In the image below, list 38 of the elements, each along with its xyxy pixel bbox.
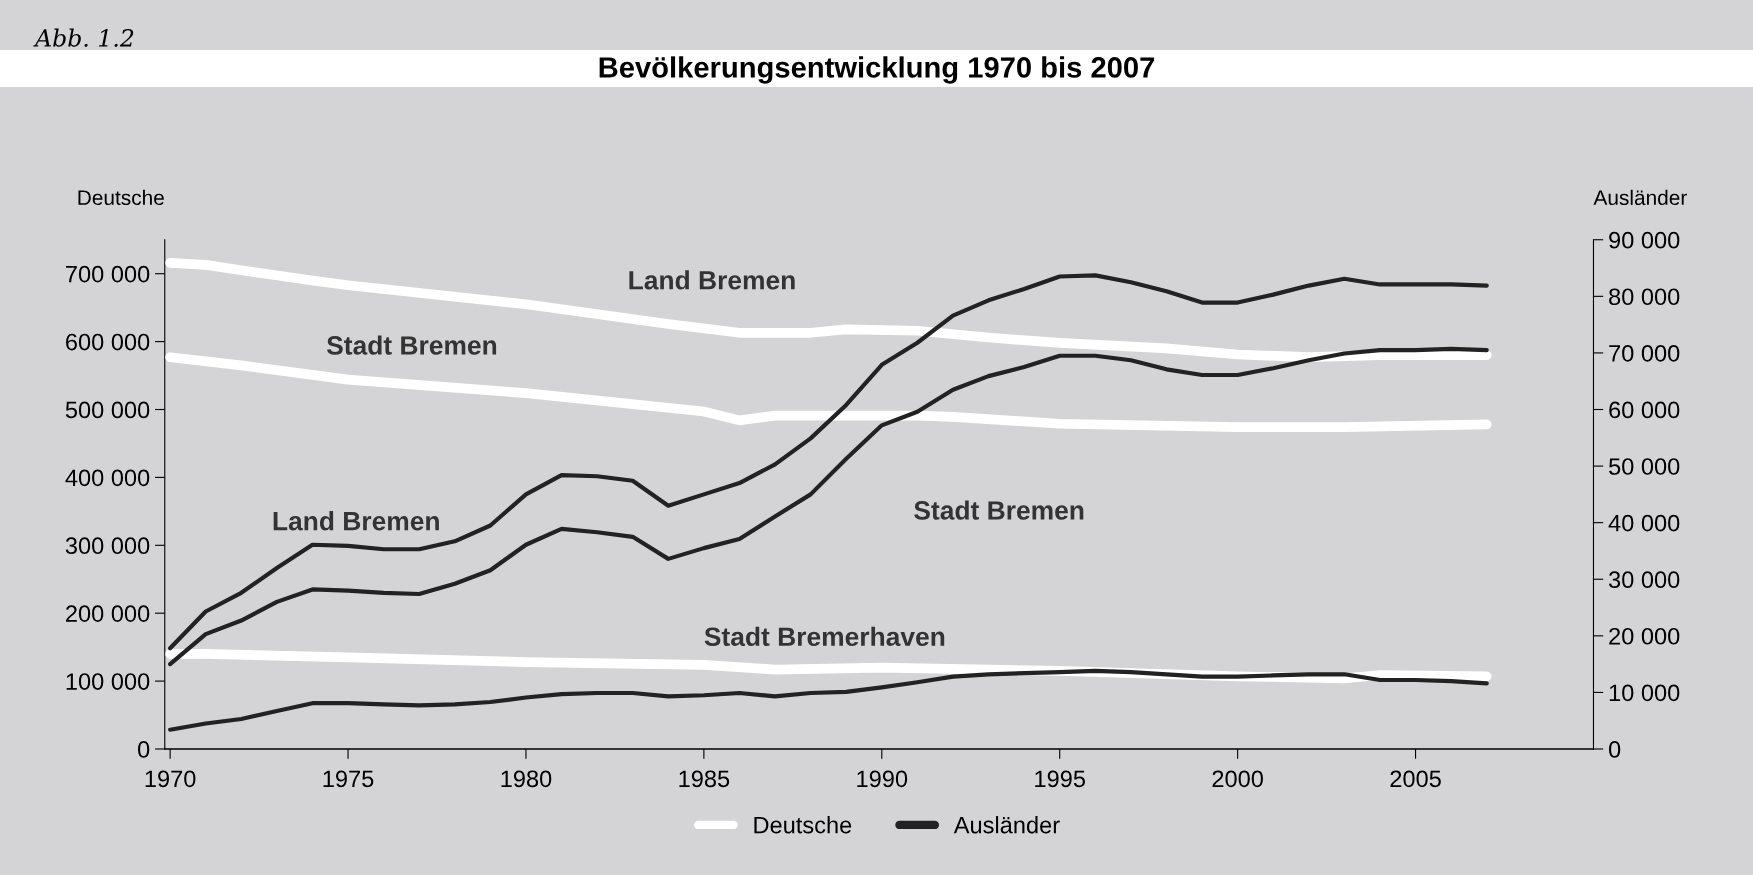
x-tick-label: 1990: [857, 770, 908, 788]
y-tick-label: 300 000: [65, 537, 150, 555]
x-tick-label: 1975: [323, 770, 374, 788]
x-tick-label: 2000: [1212, 770, 1263, 788]
y-tick-label: 700 000: [66, 265, 150, 283]
y2-tick-label: 10 000: [1609, 684, 1680, 702]
annotation: Land Bremen: [629, 270, 795, 290]
y2-tick-label: 90 000: [1609, 231, 1680, 249]
annotation: Stadt Bremen: [326, 335, 497, 355]
y2-tick-label: 70 000: [1609, 344, 1680, 362]
x-tick-label: 1980: [501, 770, 552, 788]
y2-tick-label: 40 000: [1608, 514, 1680, 532]
y2-tick-label: 80 000: [1609, 288, 1680, 306]
annotation: Land Bremen: [273, 511, 439, 531]
y2-tick-label: 50 000: [1609, 458, 1680, 475]
line-series: [168, 668, 1489, 732]
y2-tick-label: 60 000: [1609, 401, 1680, 419]
y-tick-label: 200 000: [66, 605, 150, 622]
y2-tick-label: 0: [1608, 741, 1621, 758]
legend-label: Deutsche: [754, 816, 852, 834]
x-tick-label: 1985: [679, 770, 730, 788]
annotation: Stadt Bremerhaven: [704, 626, 945, 647]
y2-axis-title: Ausländer: [1593, 189, 1687, 206]
y-tick-label: 500 000: [65, 401, 150, 419]
y-tick-label: 600 000: [66, 333, 150, 351]
y-tick-label: 0: [137, 741, 150, 758]
x-tick-label: 1970: [145, 770, 196, 788]
y-tick-label: 400 000: [65, 469, 150, 487]
x-tick-label: 2005: [1390, 770, 1441, 788]
caption: Abb. 1.2: [33, 28, 134, 47]
annotation: Stadt Bremen: [914, 500, 1084, 520]
y2-tick-label: 30 000: [1608, 571, 1680, 589]
y2-tick-label: 20 000: [1609, 627, 1680, 645]
y-axis-title: Deutsche: [78, 189, 164, 206]
legend-label: Ausländer: [953, 816, 1060, 834]
x-tick-label: 1995: [1035, 770, 1085, 788]
chart-title: Bevölkerungsentwicklung 1970 bis 2007: [599, 56, 1155, 84]
y-tick-label: 100 000: [66, 673, 150, 690]
